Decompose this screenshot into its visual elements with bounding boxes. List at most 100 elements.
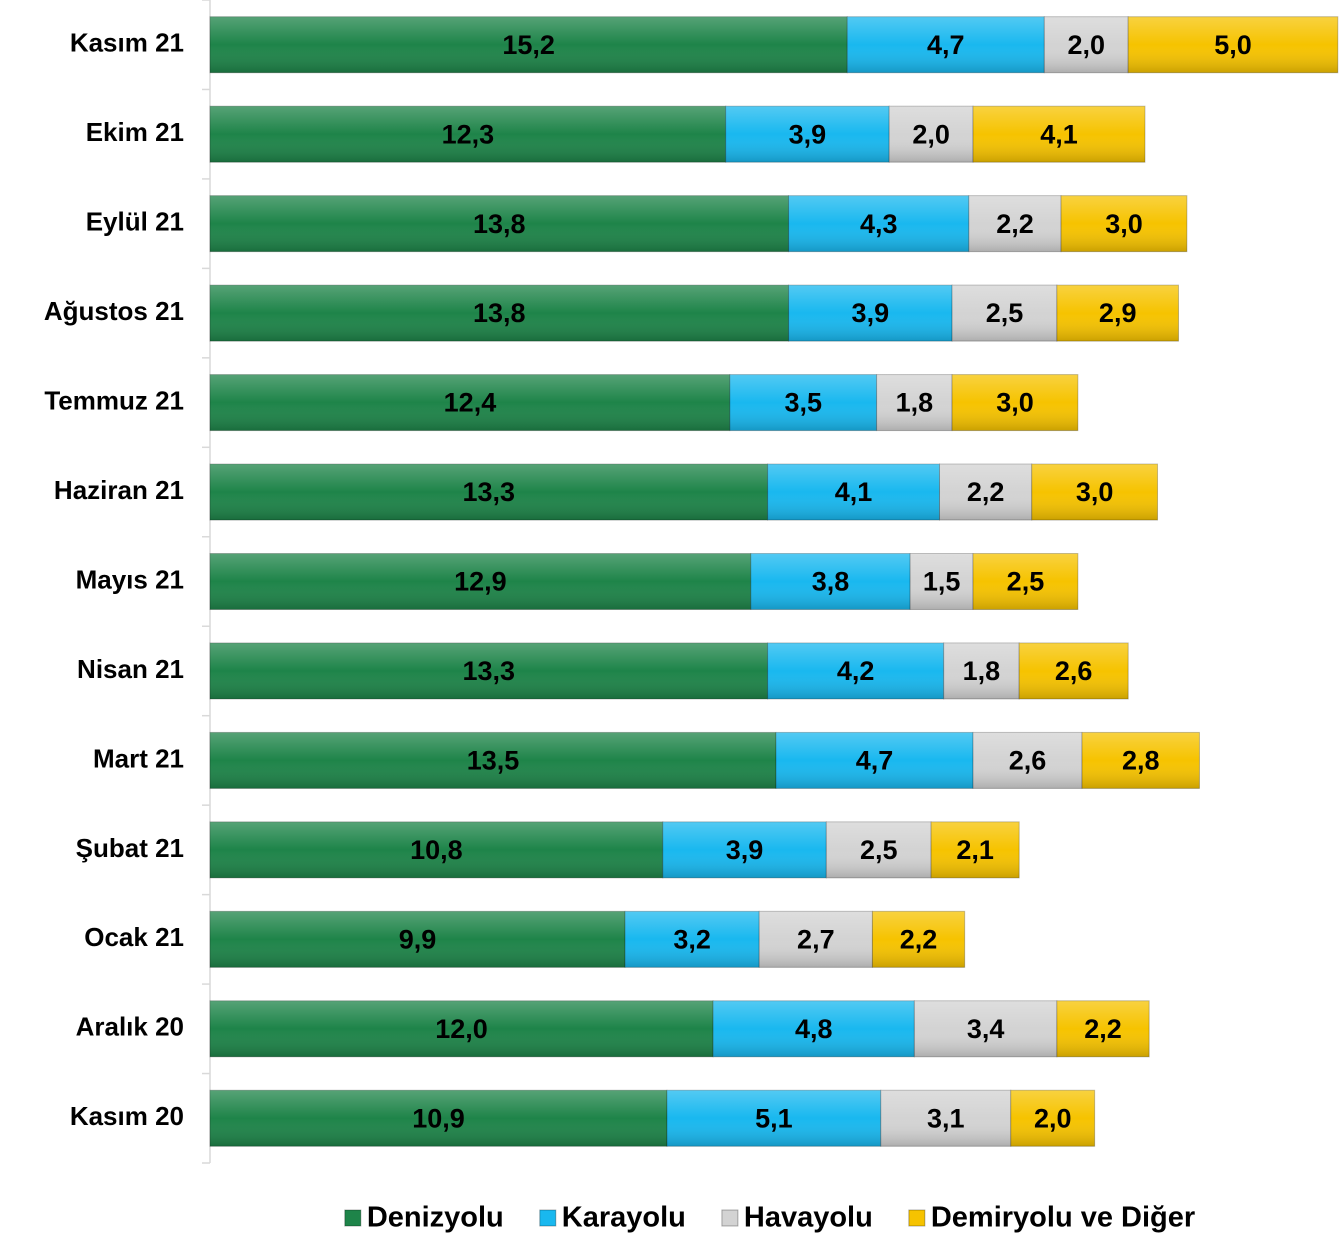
y-tick-label: Ağustos 21 — [44, 296, 184, 326]
legend-label: Karayolu — [562, 1202, 686, 1234]
bar-shade — [210, 374, 730, 431]
value-label: 2,5 — [986, 298, 1024, 328]
value-label: 13,8 — [473, 209, 526, 239]
value-label: 3,9 — [789, 119, 827, 149]
bar-shade — [1128, 16, 1338, 73]
value-label: 4,1 — [1040, 119, 1078, 149]
legend-label: Denizyolu — [367, 1202, 504, 1234]
bar-shade — [210, 553, 751, 610]
value-label: 2,2 — [1084, 1014, 1122, 1044]
bar-shade — [759, 911, 873, 968]
value-label: 2,6 — [1055, 656, 1093, 686]
value-label: 3,9 — [852, 298, 890, 328]
bar-shade — [210, 642, 768, 699]
bar-shade — [847, 16, 1045, 73]
bar-shade — [1056, 1000, 1150, 1057]
bar-shade — [210, 285, 789, 342]
value-label: 2,5 — [1007, 567, 1045, 597]
y-tick-label: Ekim 21 — [86, 117, 184, 147]
value-label: 2,2 — [900, 924, 938, 954]
bar-shade — [210, 464, 768, 521]
value-label: 2,5 — [860, 835, 898, 865]
value-label: 5,0 — [1214, 30, 1252, 60]
bar-shade — [872, 911, 965, 968]
bar-shade — [939, 464, 1032, 521]
bar-shade — [210, 732, 776, 789]
value-label: 4,7 — [856, 746, 894, 776]
value-label: 2,7 — [797, 924, 835, 954]
legend-swatch — [721, 1209, 739, 1227]
value-label: 10,9 — [412, 1103, 465, 1133]
value-label: 5,1 — [755, 1103, 793, 1133]
value-label: 12,3 — [442, 119, 495, 149]
value-label: 12,0 — [435, 1014, 488, 1044]
value-label: 2,0 — [1067, 30, 1105, 60]
bar-shade — [1061, 195, 1187, 252]
bar-shade — [210, 1090, 667, 1147]
value-label: 4,1 — [835, 477, 873, 507]
value-label: 1,8 — [896, 388, 934, 418]
bar-shade — [725, 106, 890, 163]
value-label: 10,8 — [410, 835, 463, 865]
value-label: 3,5 — [784, 388, 822, 418]
y-tick-label: Ocak 21 — [84, 922, 184, 952]
y-tick-label: Nisan 21 — [77, 654, 184, 684]
y-tick-label: Temmuz 21 — [44, 385, 184, 415]
y-tick-label: Kasım 20 — [70, 1101, 184, 1131]
bar-shade — [210, 195, 789, 252]
value-label: 3,1 — [927, 1103, 965, 1133]
bar-shade — [943, 642, 1020, 699]
bar-shade — [952, 285, 1057, 342]
bar-shade — [210, 1000, 714, 1057]
bar-shade — [210, 821, 663, 878]
bar-shade — [666, 1090, 881, 1147]
value-label: 3,0 — [1105, 209, 1143, 239]
value-label: 2,8 — [1122, 746, 1160, 776]
bar-shade — [826, 821, 932, 878]
bar-shade — [729, 374, 877, 431]
bar-shade — [210, 16, 848, 73]
value-label: 15,2 — [502, 30, 555, 60]
value-label: 13,8 — [473, 298, 526, 328]
bar-shade — [767, 464, 940, 521]
value-label: 13,3 — [463, 477, 516, 507]
bar-shade — [914, 1000, 1057, 1057]
bar-shade — [776, 732, 974, 789]
bar-shade — [625, 911, 760, 968]
value-label: 12,9 — [454, 567, 507, 597]
bar-shade — [210, 106, 726, 163]
bar-shade — [931, 821, 1020, 878]
y-tick-label: Kasım 21 — [70, 28, 184, 58]
bar-shade — [973, 732, 1083, 789]
value-label: 4,8 — [795, 1014, 833, 1044]
bar-shade — [973, 106, 1145, 163]
bar-shade — [968, 195, 1062, 252]
value-label: 4,7 — [927, 30, 965, 60]
value-label: 4,3 — [860, 209, 898, 239]
value-label: 1,5 — [923, 567, 961, 597]
bar-shade — [1019, 642, 1129, 699]
bar-shade — [750, 553, 911, 610]
value-label: 2,0 — [1034, 1103, 1072, 1133]
bar-shade — [210, 911, 626, 968]
value-label: 12,4 — [444, 388, 497, 418]
bar-shade — [880, 1090, 1011, 1147]
bar-shade — [1031, 464, 1158, 521]
bar-shade — [788, 195, 969, 252]
value-label: 2,2 — [996, 209, 1034, 239]
y-tick-label: Haziran 21 — [54, 475, 184, 505]
value-label: 2,2 — [967, 477, 1005, 507]
bar-shade — [889, 106, 974, 163]
y-tick-label: Eylül 21 — [86, 207, 184, 237]
value-label: 3,4 — [967, 1014, 1005, 1044]
bar-shade — [910, 553, 974, 610]
y-tick-label: Aralık 20 — [76, 1012, 184, 1042]
bar-shade — [973, 553, 1078, 610]
value-label: 2,1 — [956, 835, 994, 865]
value-label: 3,0 — [1076, 477, 1114, 507]
value-label: 13,5 — [467, 746, 520, 776]
value-label: 2,6 — [1009, 746, 1047, 776]
y-tick-label: Şubat 21 — [76, 833, 184, 863]
value-label: 1,8 — [963, 656, 1001, 686]
